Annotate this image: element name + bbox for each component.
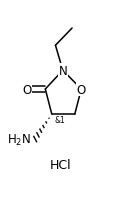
Text: H$_2$N: H$_2$N	[7, 132, 31, 147]
Text: O: O	[22, 83, 32, 96]
Text: N: N	[58, 64, 67, 77]
Text: &1: &1	[55, 115, 65, 124]
Text: HCl: HCl	[50, 158, 72, 171]
Text: O: O	[77, 83, 86, 96]
